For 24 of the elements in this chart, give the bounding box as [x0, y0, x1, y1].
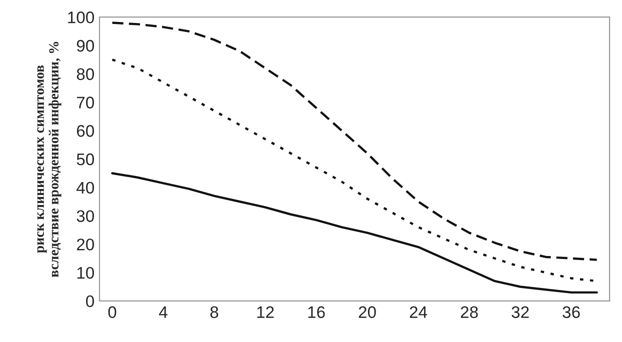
y-tick-label: 60 [76, 125, 94, 137]
x-tick-label: 16 [308, 306, 325, 318]
x-tick-label: 4 [159, 306, 168, 318]
y-tick-label: 30 [76, 210, 94, 222]
x-tick-label: 0 [108, 306, 116, 318]
y-tick-label: 50 [76, 153, 94, 166]
y-axis-title: риск клинических симптомов вследствие врожденной инфекции, % [37, 42, 62, 278]
y-tick-label: 100 [68, 12, 94, 24]
x-tick-label: 12 [257, 306, 274, 318]
y-tick-label: 90 [76, 40, 94, 52]
x-tick-label: 24 [410, 306, 428, 318]
y-tick-label: 40 [76, 182, 94, 194]
y-tick-label: 70 [76, 96, 94, 108]
y-tick-label: 10 [77, 266, 94, 279]
x-tick-label: 20 [358, 306, 376, 318]
x-tick-label: 36 [562, 306, 580, 318]
y-tick-label: 20 [76, 238, 94, 250]
x-tick-label: 8 [210, 306, 218, 318]
x-tick-label: 28 [460, 306, 478, 318]
y-tick-label: 0 [86, 295, 94, 308]
y-tick-label: 80 [76, 68, 94, 80]
line-series [111, 22, 598, 261]
x-tick-label: 32 [512, 306, 529, 318]
line-series [111, 172, 598, 294]
